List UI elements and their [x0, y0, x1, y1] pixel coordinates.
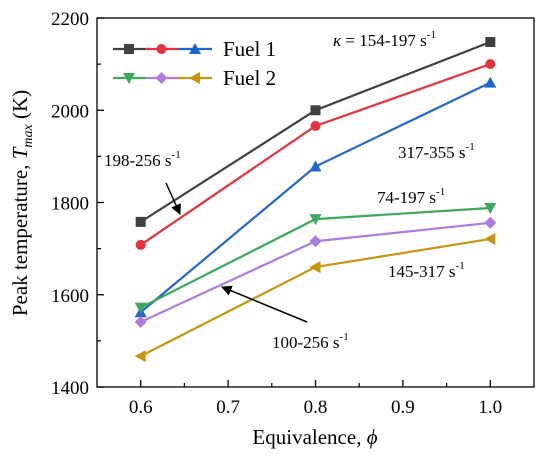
series-4 [134, 216, 497, 328]
data-point [135, 239, 146, 250]
y-tick-label: 1600 [51, 286, 89, 307]
data-point [484, 216, 497, 229]
data-point [309, 160, 322, 172]
series-5 [134, 232, 496, 363]
y-tick-label: 2000 [51, 101, 89, 122]
annotation-74-197: 74-197 s-1 [377, 186, 445, 207]
data-point [309, 235, 322, 248]
series-1 [135, 59, 496, 250]
data-point [134, 302, 147, 314]
arrow-198-256 [165, 182, 181, 215]
series-layer [134, 36, 497, 363]
data-point [310, 120, 321, 131]
series-0 [135, 36, 496, 227]
legend-label: Fuel 2 [223, 66, 276, 90]
y-axis-title: Peak temperature, Tmax (K) [8, 90, 36, 316]
arrow-100-256 [221, 285, 308, 323]
annotation-100-256: 100-256 s-1 [272, 331, 349, 352]
legend-marker [123, 73, 135, 84]
y-axis: 1400 1600 1800 2000 2200 [51, 9, 104, 399]
series-3 [134, 203, 497, 314]
annotation-kappa: κ = 154-197 s-1 [333, 29, 436, 50]
legend-marker [124, 44, 134, 54]
data-point [310, 105, 321, 116]
x-tick-label: 0.9 [391, 397, 415, 418]
legend: Fuel 1 Fuel 2 [113, 37, 276, 90]
legend-marker [189, 43, 201, 54]
legend-marker [156, 44, 167, 54]
x-tick-label: 0.8 [304, 397, 328, 418]
x-axis: 0.6 0.7 0.8 0.9 1.0 [129, 380, 502, 418]
data-point [485, 59, 496, 70]
data-point [134, 350, 146, 363]
data-point [309, 261, 321, 274]
y-tick-label: 2200 [51, 9, 89, 30]
legend-marker [155, 72, 168, 84]
x-tick-label: 1.0 [478, 397, 502, 418]
legend-marker [189, 72, 200, 84]
data-point [134, 315, 147, 328]
y-tick-label: 1400 [51, 378, 89, 399]
legend-label: Fuel 1 [223, 37, 276, 61]
data-point [485, 36, 496, 47]
data-point [484, 203, 497, 215]
annotation-198-256: 198-256 s-1 [104, 149, 181, 170]
x-tick-label: 0.7 [216, 397, 240, 418]
y-tick-label: 1800 [51, 194, 89, 215]
x-tick-label: 0.6 [129, 397, 153, 418]
data-point [309, 214, 322, 226]
annotation-317-355: 317-355 s-1 [398, 141, 475, 162]
data-point [135, 216, 146, 227]
annotation-145-317: 145-317 s-1 [388, 260, 465, 281]
data-point [484, 232, 496, 245]
x-axis-title: Equivalence, ϕ [252, 425, 377, 449]
data-point [484, 76, 497, 88]
